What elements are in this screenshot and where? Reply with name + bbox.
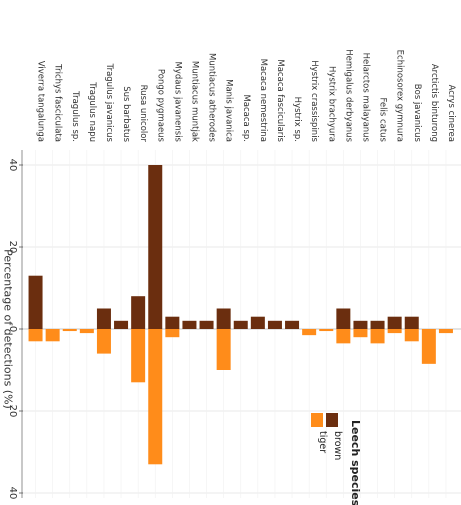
- category-label: Muntiacus muntjak: [189, 61, 199, 142]
- bar-tiger: [216, 329, 231, 370]
- bar-tiger: [45, 329, 60, 342]
- bar-brown: [387, 316, 402, 329]
- category-label: Hystrix brachyura: [326, 66, 336, 142]
- y-tick-label: 20: [7, 241, 18, 254]
- bar-brown: [96, 308, 111, 329]
- category-label: Felis catus: [378, 97, 388, 142]
- bar-tiger: [370, 329, 385, 344]
- bar-tiger: [336, 329, 351, 344]
- bar-tiger: [28, 329, 43, 342]
- category-labels: Viverra tangalunga Trichys fasciculata Tra…: [36, 49, 456, 142]
- category-label: Mydaus javanensis: [172, 61, 182, 142]
- bar-brown: [285, 320, 300, 329]
- bar-tiger: [421, 329, 436, 364]
- category-label: Manis javanica: [224, 79, 234, 142]
- category-label: Tragulus napu: [87, 81, 97, 142]
- category-label: Macaca sp.: [241, 94, 251, 142]
- legend-swatch-brown: [326, 413, 338, 427]
- category-label: Macaca nemestrina: [258, 59, 268, 142]
- category-label: Muntiacus atherodes: [207, 53, 217, 142]
- y-tick-labels: 40 20 0 20 40: [7, 159, 23, 500]
- bar-tiger: [387, 329, 402, 334]
- bar-tiger: [165, 329, 180, 338]
- category-label: Viverra tangalunga: [36, 61, 46, 142]
- y-tick-label: 20: [7, 405, 18, 418]
- legend-label-brown: brown: [332, 431, 343, 460]
- bar-tiger: [404, 329, 419, 342]
- category-label: Helarctos malayanus: [360, 53, 370, 143]
- bar-brown: [370, 320, 385, 329]
- bar-tiger: [319, 329, 334, 332]
- bar-brown: [216, 308, 231, 329]
- bar-tiger: [62, 329, 77, 332]
- bar-brown: [353, 320, 368, 329]
- bar-brown: [404, 316, 419, 329]
- category-label: Hystrix sp.: [292, 97, 302, 142]
- bar-brown: [199, 320, 214, 329]
- bar-brown: [336, 308, 351, 329]
- category-label: Echinosorex gymnura: [395, 50, 405, 142]
- y-tick-label: 40: [7, 159, 18, 172]
- category-label: Rusa unicolor: [138, 85, 148, 143]
- bar-brown: [267, 320, 282, 329]
- bars: [28, 165, 453, 465]
- bar-brown: [114, 320, 129, 329]
- bar-tiger: [353, 329, 368, 338]
- category-label: Bos javanicus: [412, 84, 422, 143]
- bar-brown: [182, 320, 197, 329]
- category-label: Acrys cinerea: [446, 85, 456, 142]
- category-label: Hemigalus derbyanus: [343, 49, 353, 142]
- bar-brown: [233, 320, 248, 329]
- legend-title: Leech species: [349, 420, 362, 505]
- bar-tiger: [79, 329, 94, 334]
- bar-brown: [148, 165, 163, 329]
- legend-swatch-tiger: [311, 413, 323, 427]
- bar-tiger: [302, 329, 317, 336]
- bar-brown: [165, 316, 180, 329]
- bar-brown: [250, 316, 265, 329]
- category-label: Hystrix crassispinis: [309, 60, 319, 142]
- y-axis-label: Percentage of detections (%): [1, 249, 14, 409]
- category-label: Sus barbatus: [121, 86, 131, 142]
- category-label: Trichys fasciculata: [53, 63, 63, 142]
- bar-tiger: [148, 329, 163, 465]
- bar-tiger: [96, 329, 111, 354]
- y-tick-label: 0: [7, 326, 18, 332]
- legend-label-tiger: tiger: [317, 431, 328, 453]
- y-tick-label: 40: [7, 487, 18, 500]
- category-label: Arctictis binturong: [429, 64, 439, 142]
- bar-brown: [131, 296, 146, 329]
- bar-tiger: [131, 329, 146, 383]
- category-label: Pongo pygmaeus: [155, 69, 165, 143]
- bar-brown: [28, 275, 43, 329]
- legend: Leech species brown tiger: [311, 413, 362, 505]
- category-label: Tragulus sp.: [70, 90, 80, 142]
- category-label: Tragulus javanicus: [104, 63, 114, 143]
- bar-tiger: [438, 329, 453, 334]
- category-label: Macaca fascicularis: [275, 59, 285, 142]
